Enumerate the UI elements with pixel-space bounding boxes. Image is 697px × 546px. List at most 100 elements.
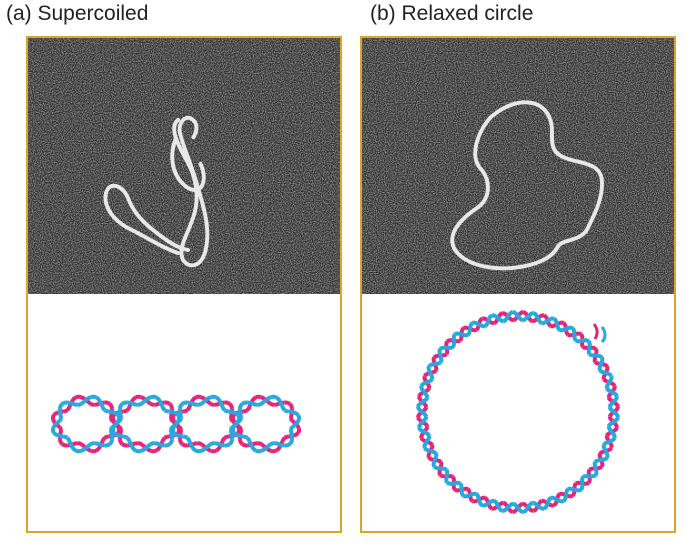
relaxed-strand-2-segment	[462, 493, 471, 499]
relaxed-strand-2-segment	[421, 397, 430, 404]
relaxed-strand-2-segment	[522, 315, 530, 323]
relaxed-strand-2-segment	[496, 316, 504, 324]
relaxed-strand-2-segment	[481, 501, 490, 508]
supercoil-strand-1-segment	[90, 448, 98, 454]
supercoil-strand-2-segment	[112, 431, 119, 438]
supercoil-strand-2-segment	[168, 409, 175, 415]
supercoil-strand-2-segment	[98, 400, 105, 408]
supercoil-strand-1-segment	[122, 408, 129, 414]
supercoil-strand-2-segment	[54, 419, 61, 426]
supercoil-strand-1-segment	[58, 425, 63, 431]
supercoil-strand-1-segment	[197, 441, 203, 447]
supercoil-strand-2-segment	[174, 419, 181, 426]
relaxed-strand-2-segment	[607, 400, 615, 408]
supercoil-strand-2-segment	[160, 405, 167, 412]
relaxed-strand-2-segment	[438, 355, 444, 363]
relaxed-strand-2-segment	[556, 497, 565, 504]
supercoil-strand-2-segment	[278, 400, 285, 408]
supercoil-strand-2-segment	[200, 398, 208, 406]
relaxed-strand-2-segment	[453, 480, 462, 486]
supercoil-strand-2-segment	[89, 441, 95, 447]
relaxed-strand-2-segment	[610, 430, 617, 439]
supercoil-strand-2-segment	[84, 395, 92, 402]
supercoil-strand-2-segment	[164, 442, 171, 448]
supercoil-strand-2-segment	[215, 395, 222, 403]
relaxed-strand-2-segment	[471, 320, 480, 327]
supercoil-strand-2-segment	[144, 442, 152, 450]
supercoil-strand-1-segment	[118, 430, 123, 435]
relaxed-strand-2	[416, 310, 620, 514]
supercoil-strand-1-segment	[134, 394, 142, 400]
supercoil-strand-2-segment	[118, 402, 124, 409]
relaxed-strand-2-segment	[605, 387, 613, 394]
supercoil-strand-2-segment	[294, 418, 301, 426]
relaxed-strand-2-segment	[612, 396, 619, 404]
relaxed-strand-1-segment	[506, 506, 514, 514]
supercoil-strand-1-segment	[51, 414, 56, 421]
supercoil-strand-2-segment	[264, 442, 272, 450]
relaxed-strand-2-segment	[612, 410, 620, 418]
relaxed-strand-2-segment	[543, 502, 550, 511]
supercoil-strand-2-segment	[121, 400, 128, 406]
supercoil-strand-2-segment	[57, 433, 64, 439]
supercoil-strand-2-segment	[254, 448, 262, 454]
supercoil-strand-1-segment	[209, 401, 215, 407]
panel-b-title: (b) Relaxed circle	[370, 2, 534, 25]
supercoil-strand-2-segment	[132, 401, 138, 407]
relaxed-strand-2-segment	[546, 316, 555, 323]
supercoil-strand-2-segment	[171, 427, 176, 434]
relaxed-strand-2-segment	[512, 501, 520, 510]
supercoil-strand-2-segment	[70, 445, 77, 453]
supercoil-strand-2-segment	[288, 439, 294, 446]
supercoil-strand-2-segment	[220, 405, 227, 412]
supercoil-strand-1-segment	[182, 408, 189, 414]
supercoil-strand-2-segment	[103, 408, 110, 414]
supercoil-strand-2-segment	[274, 441, 280, 447]
supercoil-strand-2-segment	[51, 427, 56, 434]
supercoil-strand-2-segment	[252, 401, 258, 407]
supercoil-strand-1-segment	[194, 394, 202, 400]
relaxed-strand-2-segment	[589, 473, 598, 479]
supercoil-strand-1-segment	[95, 445, 102, 453]
relaxed-strand-2-segment	[451, 332, 457, 341]
supercoil-strand-2-segment	[108, 409, 115, 415]
relaxed-strand-2-segment	[516, 506, 524, 514]
supercoil-strand-1-segment	[164, 400, 171, 406]
supercoil-strand-1-segment	[65, 405, 72, 412]
relaxed-strand-2-segment	[562, 494, 568, 503]
supercoil-strand-2-segment	[182, 434, 189, 440]
relaxed-strand-2-segment	[593, 467, 599, 477]
supercoil-strand-1-segment	[288, 402, 294, 409]
supercoil-strand-1-segment	[252, 441, 258, 447]
supercoil-strand-2-segment	[114, 419, 121, 426]
supercoil-strand-2-segment	[155, 395, 162, 403]
relaxed-strand-2-segment	[475, 492, 481, 501]
relaxed-strand-2-segment	[417, 426, 426, 434]
supercoil-strand-2-segment	[130, 445, 137, 453]
supercoil-strand-1-segment	[77, 441, 83, 447]
relaxed-strand-2-segment	[440, 466, 448, 472]
relaxed-strand-2-segment	[453, 331, 463, 337]
relaxed-strand-2-segment	[607, 406, 616, 414]
relaxed-strand-2-segment	[429, 449, 438, 455]
supercoil-strand-2-segment	[65, 436, 72, 443]
supercoil-strand-2-segment	[51, 422, 58, 430]
relaxed-strand-2-segment	[420, 410, 429, 418]
relaxed-strand-2-segment	[417, 420, 424, 428]
supercoil-strand-2-segment	[111, 427, 116, 434]
relaxed-strand-2-segment	[536, 504, 545, 511]
relaxed-strand-2-segment	[477, 499, 484, 508]
relaxed-strand-2-segment	[468, 321, 474, 330]
supercoil-strand-2-segment	[168, 439, 174, 446]
supercoil-strand-2-segment	[190, 445, 197, 453]
supercoil-strand-1-segment	[242, 408, 249, 414]
supercoil-strand-2-segment	[62, 434, 69, 440]
supercoil-strand-2-segment	[177, 433, 184, 439]
supercoil-strand-2-segment	[172, 431, 179, 438]
supercoil-strand-2-segment	[218, 442, 225, 448]
supercoil-strand-2-segment	[241, 400, 248, 406]
relaxed-strand-2-segment	[597, 363, 603, 371]
supercoil-strand-2-segment	[200, 446, 208, 453]
supercoil-strand-1-segment	[245, 405, 252, 412]
supercoil-strand-2-segment	[247, 440, 254, 448]
